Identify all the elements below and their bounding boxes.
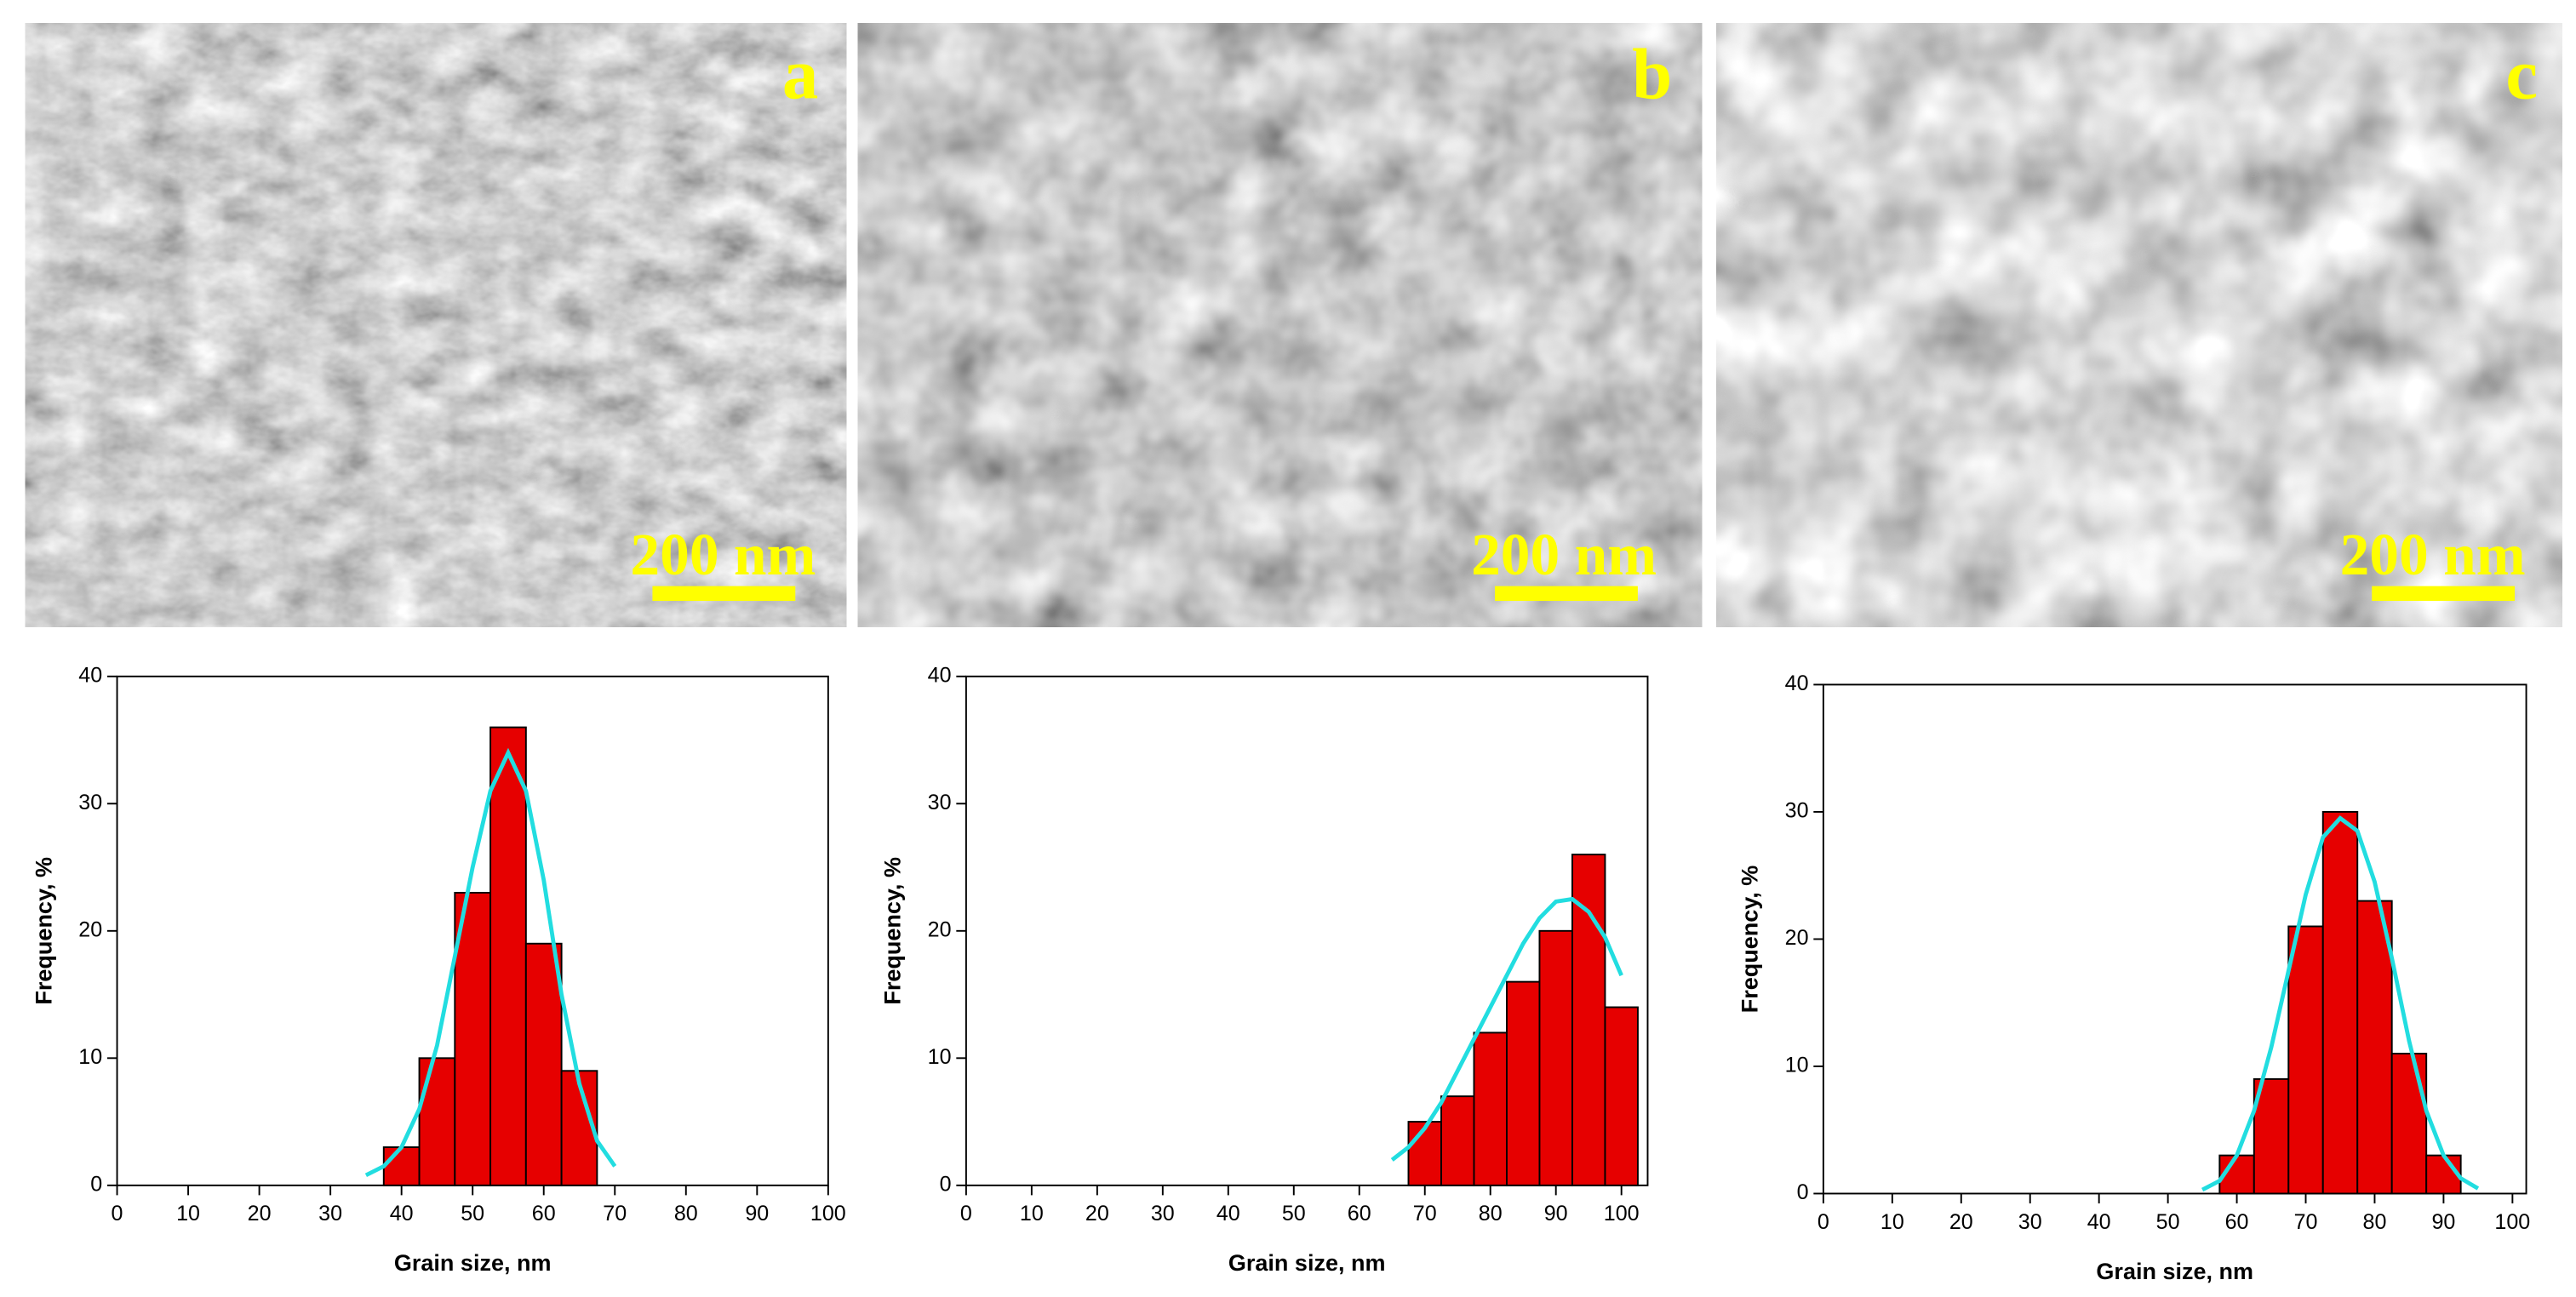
x-tick-label: 10: [1880, 1210, 1904, 1234]
y-tick-label: 0: [1797, 1180, 1809, 1204]
bar: [2390, 1053, 2428, 1195]
sem-texture: [857, 23, 1703, 627]
x-tick-label: 80: [1479, 1202, 1503, 1226]
x-tick-label: 80: [674, 1202, 698, 1226]
x-axis-title: Grain size, nm: [2096, 1259, 2253, 1284]
x-tick-label: 50: [2156, 1210, 2180, 1234]
x-tick-label: 40: [2087, 1210, 2111, 1234]
panel-label: b: [1632, 35, 1672, 115]
fit-curve: [364, 747, 617, 1178]
x-tick-label: 40: [1216, 1202, 1240, 1226]
y-tick-label: 0: [90, 1172, 102, 1196]
x-tick-label: 30: [318, 1202, 342, 1226]
panel-label: c: [2505, 35, 2538, 115]
y-tick-label: 10: [928, 1045, 952, 1069]
bar: [454, 891, 492, 1186]
bar: [1407, 1121, 1442, 1186]
x-tick-label: 20: [248, 1202, 272, 1226]
histogram-chart: 0 10 20 30 40 0 10 20 30 40 50 60 70 80 90 100 Grain siz…: [31, 663, 845, 1276]
x-tick-label: 30: [1151, 1202, 1175, 1226]
x-tick-label: 60: [1348, 1202, 1371, 1226]
x-tick-label: 70: [2294, 1210, 2318, 1234]
scale-bar-label: 200 nm: [630, 523, 816, 588]
bar: [524, 942, 563, 1186]
y-tick-label: 40: [78, 663, 102, 687]
fit-curve: [2201, 815, 2480, 1192]
y-tick-label: 20: [928, 917, 952, 941]
sem-image-a: a 200 nm: [25, 23, 847, 627]
x-tick-label: 90: [2431, 1210, 2455, 1234]
x-tick-label: 0: [1818, 1210, 1829, 1234]
histogram-chart: 0 10 20 30 40 0 10 20 30 40 50 60 70 80 90 100 Grain siz…: [880, 663, 1649, 1276]
x-tick-label: 100: [2494, 1210, 2530, 1234]
bar: [2321, 810, 2359, 1195]
x-tick-label: 40: [390, 1202, 414, 1226]
x-tick-label: 20: [1085, 1202, 1109, 1226]
x-tick-label: 0: [112, 1202, 123, 1226]
y-tick-label: 20: [1785, 926, 1809, 950]
bar: [2287, 925, 2324, 1195]
x-tick-label: 50: [1282, 1202, 1306, 1226]
sem-texture: [1716, 23, 2562, 627]
y-tick-label: 40: [1785, 671, 1809, 695]
y-axis-title: Frequency, %: [31, 857, 56, 1005]
x-axis-title: Grain size, nm: [1228, 1250, 1386, 1276]
x-tick-label: 90: [745, 1202, 769, 1226]
x-tick-label: 70: [1413, 1202, 1437, 1226]
y-tick-label: 0: [940, 1172, 952, 1196]
bar: [1440, 1095, 1475, 1186]
y-tick-label: 30: [1785, 799, 1809, 823]
y-axis-title: Frequency, %: [880, 857, 906, 1005]
bar: [1506, 980, 1541, 1186]
x-tick-label: 10: [176, 1202, 200, 1226]
y-tick-label: 30: [78, 791, 102, 814]
bar: [2425, 1154, 2462, 1195]
bar: [1538, 929, 1573, 1186]
histogram-chart: 0 10 20 30 40 0 10 20 30 40 50 60 70 80 90 100 Grain siz…: [1737, 671, 2531, 1284]
y-axis-title: Frequency, %: [1737, 866, 1763, 1014]
x-tick-label: 60: [532, 1202, 556, 1226]
x-axis-title: Grain size, nm: [394, 1250, 552, 1276]
x-tick-label: 10: [1020, 1202, 1044, 1226]
scale-bar: [652, 586, 796, 602]
y-tick-label: 20: [78, 917, 102, 941]
x-tick-label: 50: [461, 1202, 484, 1226]
bar: [1604, 1006, 1639, 1186]
x-tick-label: 20: [1949, 1210, 1973, 1234]
fit-curve: [1390, 896, 1623, 1162]
y-tick-label: 10: [1785, 1054, 1809, 1077]
scale-bar: [2372, 586, 2516, 602]
panel-label: a: [782, 35, 818, 115]
scale-bar: [1495, 586, 1638, 602]
y-tick-label: 40: [928, 663, 952, 687]
bar: [382, 1146, 421, 1186]
bar: [1473, 1031, 1508, 1186]
bar: [2253, 1077, 2290, 1195]
y-tick-label: 10: [78, 1045, 102, 1069]
bar: [418, 1057, 456, 1186]
x-tick-label: 100: [810, 1202, 846, 1226]
y-tick-label: 30: [928, 791, 952, 814]
scale-bar-label: 200 nm: [1471, 523, 1657, 588]
bar: [2356, 900, 2393, 1195]
scale-bar-label: 200 nm: [2340, 523, 2526, 588]
sem-texture: [25, 23, 847, 627]
x-tick-label: 30: [2018, 1210, 2042, 1234]
x-tick-label: 90: [1544, 1202, 1568, 1226]
x-tick-label: 0: [960, 1202, 972, 1226]
x-tick-label: 60: [2225, 1210, 2249, 1234]
x-tick-label: 70: [603, 1202, 627, 1226]
x-tick-label: 80: [2363, 1210, 2387, 1234]
sem-image-c: c 200 nm: [1716, 23, 2562, 627]
x-tick-label: 100: [1604, 1202, 1640, 1226]
sem-image-b: b 200 nm: [857, 23, 1703, 627]
bar: [489, 726, 527, 1186]
